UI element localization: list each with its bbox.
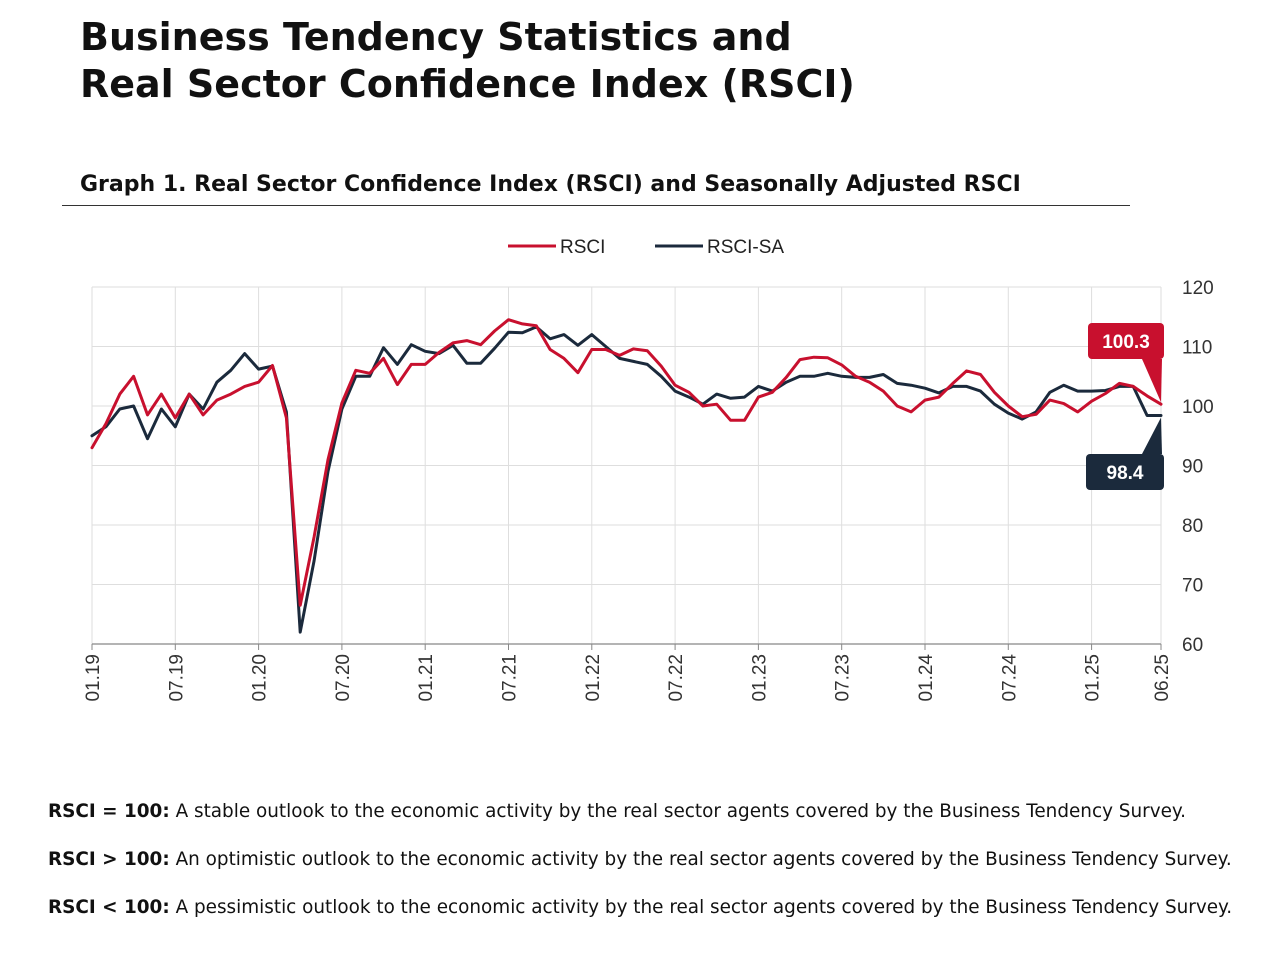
note-pessimistic: RSCI < 100: A pessimistic outlook to the… bbox=[48, 896, 1268, 920]
x-tick-label: 07.24 bbox=[999, 654, 1020, 702]
notes-section: RSCI = 100: A stable outlook to the econ… bbox=[48, 800, 1268, 944]
graph-title: Graph 1. Real Sector Confidence Index (R… bbox=[80, 172, 1021, 197]
x-tick-label: 07.19 bbox=[166, 654, 187, 702]
x-tick-label: 01.21 bbox=[416, 654, 437, 702]
x-tick-label: 01.22 bbox=[583, 654, 604, 702]
x-tick-label: 07.22 bbox=[666, 654, 687, 702]
callout-box bbox=[1086, 454, 1164, 490]
page-title-line-2: Real Sector Confidence Index (RSCI) bbox=[80, 62, 855, 106]
x-tick-label: 07.20 bbox=[333, 654, 354, 702]
rsci-line-chart: 60 70 80 90 100 110 120 01.19 07.19 01.20 07.20 01.… bbox=[83, 237, 1214, 702]
note-pessimistic-label: RSCI < 100: bbox=[48, 897, 170, 918]
title-divider bbox=[62, 205, 1130, 206]
note-stable-label: RSCI = 100: bbox=[48, 801, 170, 822]
legend-label-rsci-sa: RSCI-SA bbox=[707, 237, 784, 258]
x-tick-label: 01.20 bbox=[250, 654, 271, 702]
note-stable: RSCI = 100: A stable outlook to the econ… bbox=[48, 800, 1268, 824]
note-optimistic-text: An optimistic outlook to the economic ac… bbox=[169, 849, 1232, 870]
series-line-rsci bbox=[90, 318, 1163, 607]
x-tick-label: 07.21 bbox=[499, 654, 520, 702]
note-pessimistic-text: A pessimistic outlook to the economic ac… bbox=[169, 897, 1233, 918]
x-tick-label: 07.23 bbox=[833, 654, 854, 702]
note-optimistic-label: RSCI > 100: bbox=[48, 849, 170, 870]
callout-pointer bbox=[1142, 417, 1162, 454]
note-stable-text: A stable outlook to the economic activit… bbox=[169, 801, 1186, 822]
y-tick-label: 110 bbox=[1182, 338, 1212, 359]
x-tick-label: 01.19 bbox=[83, 654, 104, 702]
legend-label-rsci: RSCI bbox=[560, 237, 605, 258]
y-tick-label: 70 bbox=[1182, 576, 1203, 597]
x-tick-label: 06.25 bbox=[1152, 654, 1173, 702]
callout-value: 100.3 bbox=[1102, 332, 1150, 353]
x-tick-label: 01.24 bbox=[916, 654, 937, 702]
y-tick-label: 100 bbox=[1182, 397, 1214, 418]
y-tick-label: 120 bbox=[1182, 278, 1214, 299]
x-tick-label: 01.25 bbox=[1083, 654, 1104, 702]
y-tick-label: 80 bbox=[1182, 516, 1203, 537]
page-title-line-1: Business Tendency Statistics and bbox=[80, 15, 792, 59]
series-line-rsci-sa bbox=[90, 325, 1163, 634]
y-tick-label: 60 bbox=[1182, 635, 1203, 656]
callout-pointer bbox=[1142, 359, 1162, 403]
callout-box bbox=[1088, 323, 1164, 359]
end-value-callout-rsci: 100.3 bbox=[1088, 323, 1164, 403]
page-title: Business Tendency Statistics and Real Se… bbox=[80, 14, 855, 108]
end-value-callout-rsci-sa: 98.4 bbox=[1086, 417, 1164, 490]
y-tick-label: 90 bbox=[1182, 457, 1203, 478]
callout-value: 98.4 bbox=[1107, 463, 1144, 484]
x-tick-label: 01.23 bbox=[749, 654, 770, 702]
note-optimistic: RSCI > 100: An optimistic outlook to the… bbox=[48, 848, 1268, 872]
